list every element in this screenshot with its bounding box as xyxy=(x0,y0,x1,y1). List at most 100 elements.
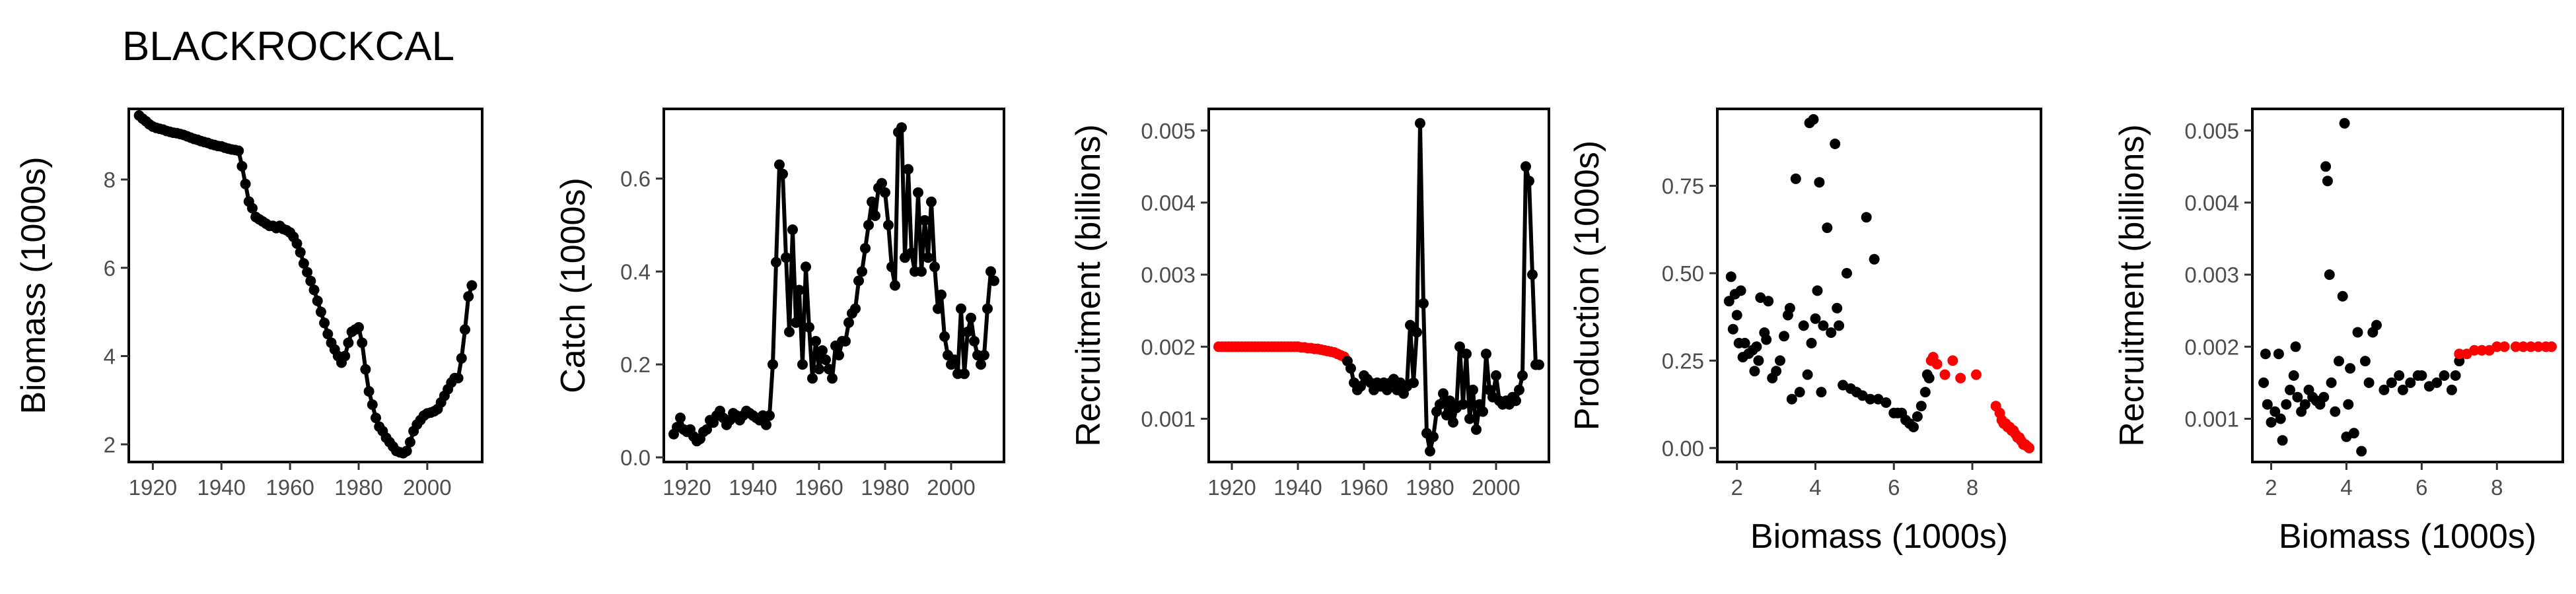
data-point xyxy=(2394,370,2405,381)
data-point xyxy=(1771,366,1782,377)
data-point xyxy=(1761,334,1772,345)
data-point xyxy=(2405,377,2416,388)
data-point xyxy=(768,359,778,370)
data-point xyxy=(1415,117,1425,129)
data-point xyxy=(2258,377,2270,388)
data-point xyxy=(814,364,824,375)
data-point xyxy=(1458,399,1468,410)
data-point xyxy=(834,350,844,361)
y-tick-label: 0.004 xyxy=(1141,191,1196,215)
data-point xyxy=(2320,161,2332,172)
data-point xyxy=(2446,384,2457,395)
data-point xyxy=(1915,401,1927,412)
data-point xyxy=(401,446,412,457)
data-point xyxy=(791,317,801,328)
y-axis-label: Production (1000s) xyxy=(1568,141,1606,430)
data-point xyxy=(933,303,943,314)
x-tick-label: 8 xyxy=(1966,475,1978,500)
y-tick-label: 0.003 xyxy=(1141,263,1196,287)
data-point xyxy=(870,210,880,221)
data-point xyxy=(357,337,368,348)
data-point xyxy=(777,168,788,180)
data-point xyxy=(236,160,248,172)
y-tick-label: 0.6 xyxy=(620,167,651,191)
data-point xyxy=(1923,372,1935,383)
data-point xyxy=(2275,413,2286,424)
data-point xyxy=(1723,296,1735,307)
data-point xyxy=(784,326,795,337)
data-point xyxy=(291,238,303,249)
data-point xyxy=(827,373,838,384)
data-point xyxy=(1865,393,1876,405)
data-point xyxy=(1524,176,1534,187)
y-tick-label: 0.004 xyxy=(2184,191,2239,215)
data-point xyxy=(1955,372,1966,383)
data-point xyxy=(840,336,851,346)
data-point xyxy=(2270,406,2281,417)
data-point xyxy=(2326,377,2337,388)
data-point xyxy=(794,284,805,296)
data-point xyxy=(2266,416,2277,428)
data-point xyxy=(1448,416,1458,428)
y-tick-label: 0.0 xyxy=(620,446,651,470)
data-point xyxy=(2277,435,2288,446)
data-point xyxy=(2345,363,2356,374)
data-point xyxy=(363,386,375,397)
data-point xyxy=(929,261,940,273)
data-point xyxy=(2352,327,2363,338)
data-point xyxy=(2491,341,2503,352)
plot-frame xyxy=(1207,108,1550,463)
data-point xyxy=(2397,384,2408,395)
data-point xyxy=(460,324,470,335)
chart-panel-recruitment-vs-biomass: 2 4 6 8 0.001 0.002 0.003 0.004 0.005 Recruitment… xyxy=(2113,108,2564,556)
y-axis-label: Biomass (1000s) xyxy=(15,156,53,414)
x-tick-label: 4 xyxy=(1809,475,1821,500)
data-point xyxy=(2339,117,2350,129)
data-point xyxy=(913,187,923,198)
chart-panel-biomass: 1920 1940 1960 1980 2000 2 4 6 8 Biomass (1000s) xyxy=(15,108,483,500)
x-tick-label: 2000 xyxy=(1472,475,1520,500)
data-point xyxy=(1912,411,1923,422)
data-point xyxy=(850,303,861,314)
data-point xyxy=(1814,177,1825,188)
data-point xyxy=(896,122,907,133)
y-tick-label: 8 xyxy=(104,168,116,192)
data-point xyxy=(2356,446,2367,457)
data-point xyxy=(1464,413,1475,424)
data-point xyxy=(1931,358,1943,370)
chart-panel-recruitment-time: 1920 1940 1960 1980 2000 0.001 0.002 0.003 0.004… xyxy=(1069,108,1550,500)
data-point xyxy=(2322,176,2333,187)
data-point xyxy=(771,257,781,268)
data-point xyxy=(1471,424,1482,435)
data-point xyxy=(956,303,966,314)
data-point xyxy=(371,412,381,424)
data-point xyxy=(2363,377,2375,388)
data-point xyxy=(340,350,351,362)
data-point xyxy=(959,368,970,380)
data-point xyxy=(1806,337,1817,348)
data-layer xyxy=(668,122,999,447)
data-point xyxy=(353,322,364,333)
y-tick-label: 0.001 xyxy=(2184,407,2239,431)
data-point xyxy=(1527,269,1538,280)
x-tick-label: 1960 xyxy=(1340,475,1388,500)
data-point xyxy=(863,220,874,230)
data-point xyxy=(2262,399,2273,410)
data-point xyxy=(801,261,811,273)
data-point xyxy=(1517,370,1528,381)
data-point xyxy=(2337,290,2348,302)
data-point xyxy=(2359,356,2371,367)
data-point xyxy=(880,187,890,198)
data-point xyxy=(890,280,900,291)
data-point xyxy=(1786,393,1797,405)
data-point xyxy=(360,364,371,375)
x-tick-label: 2000 xyxy=(927,475,975,500)
x-tick-label: 2000 xyxy=(403,475,451,500)
data-point xyxy=(923,252,933,263)
data-point xyxy=(860,243,871,254)
data-layer xyxy=(2258,117,2557,457)
data-point xyxy=(2318,391,2330,403)
data-point xyxy=(774,159,785,170)
y-axis-label: Recruitment (billions) xyxy=(1069,124,1108,446)
